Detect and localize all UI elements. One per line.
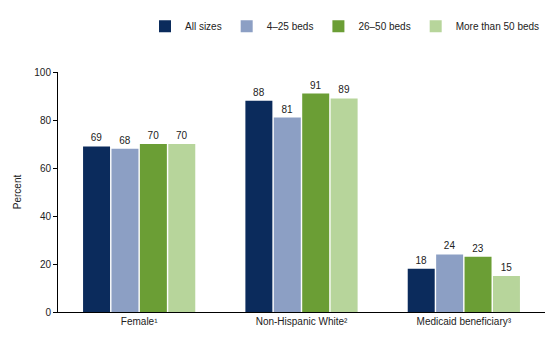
svg-text:60: 60: [40, 163, 52, 174]
svg-text:18: 18: [415, 255, 427, 266]
svg-text:68: 68: [119, 135, 131, 146]
svg-text:Percent: Percent: [12, 175, 23, 210]
svg-text:88: 88: [253, 87, 265, 98]
svg-text:69: 69: [91, 132, 103, 143]
svg-text:15: 15: [501, 262, 513, 273]
svg-text:23: 23: [472, 243, 484, 254]
svg-text:40: 40: [40, 211, 52, 222]
svg-text:70: 70: [176, 130, 188, 141]
svg-text:All sizes: All sizes: [185, 21, 222, 32]
svg-text:100: 100: [34, 67, 51, 78]
svg-text:More than 50 beds: More than 50 beds: [456, 21, 539, 32]
svg-text:20: 20: [40, 259, 52, 270]
svg-text:24: 24: [444, 240, 456, 251]
svg-text:26–50 beds: 26–50 beds: [358, 21, 410, 32]
svg-text:81: 81: [282, 104, 294, 115]
svg-text:Non-Hispanic White²: Non-Hispanic White²: [256, 316, 348, 327]
svg-text:89: 89: [338, 84, 350, 95]
svg-text:Female¹: Female¹: [121, 316, 158, 327]
svg-text:91: 91: [310, 80, 322, 91]
svg-text:80: 80: [40, 115, 52, 126]
svg-text:0: 0: [45, 307, 51, 318]
svg-text:70: 70: [148, 130, 160, 141]
svg-text:4–25 beds: 4–25 beds: [267, 21, 314, 32]
svg-text:Medicaid beneficiary³: Medicaid beneficiary³: [417, 316, 512, 327]
